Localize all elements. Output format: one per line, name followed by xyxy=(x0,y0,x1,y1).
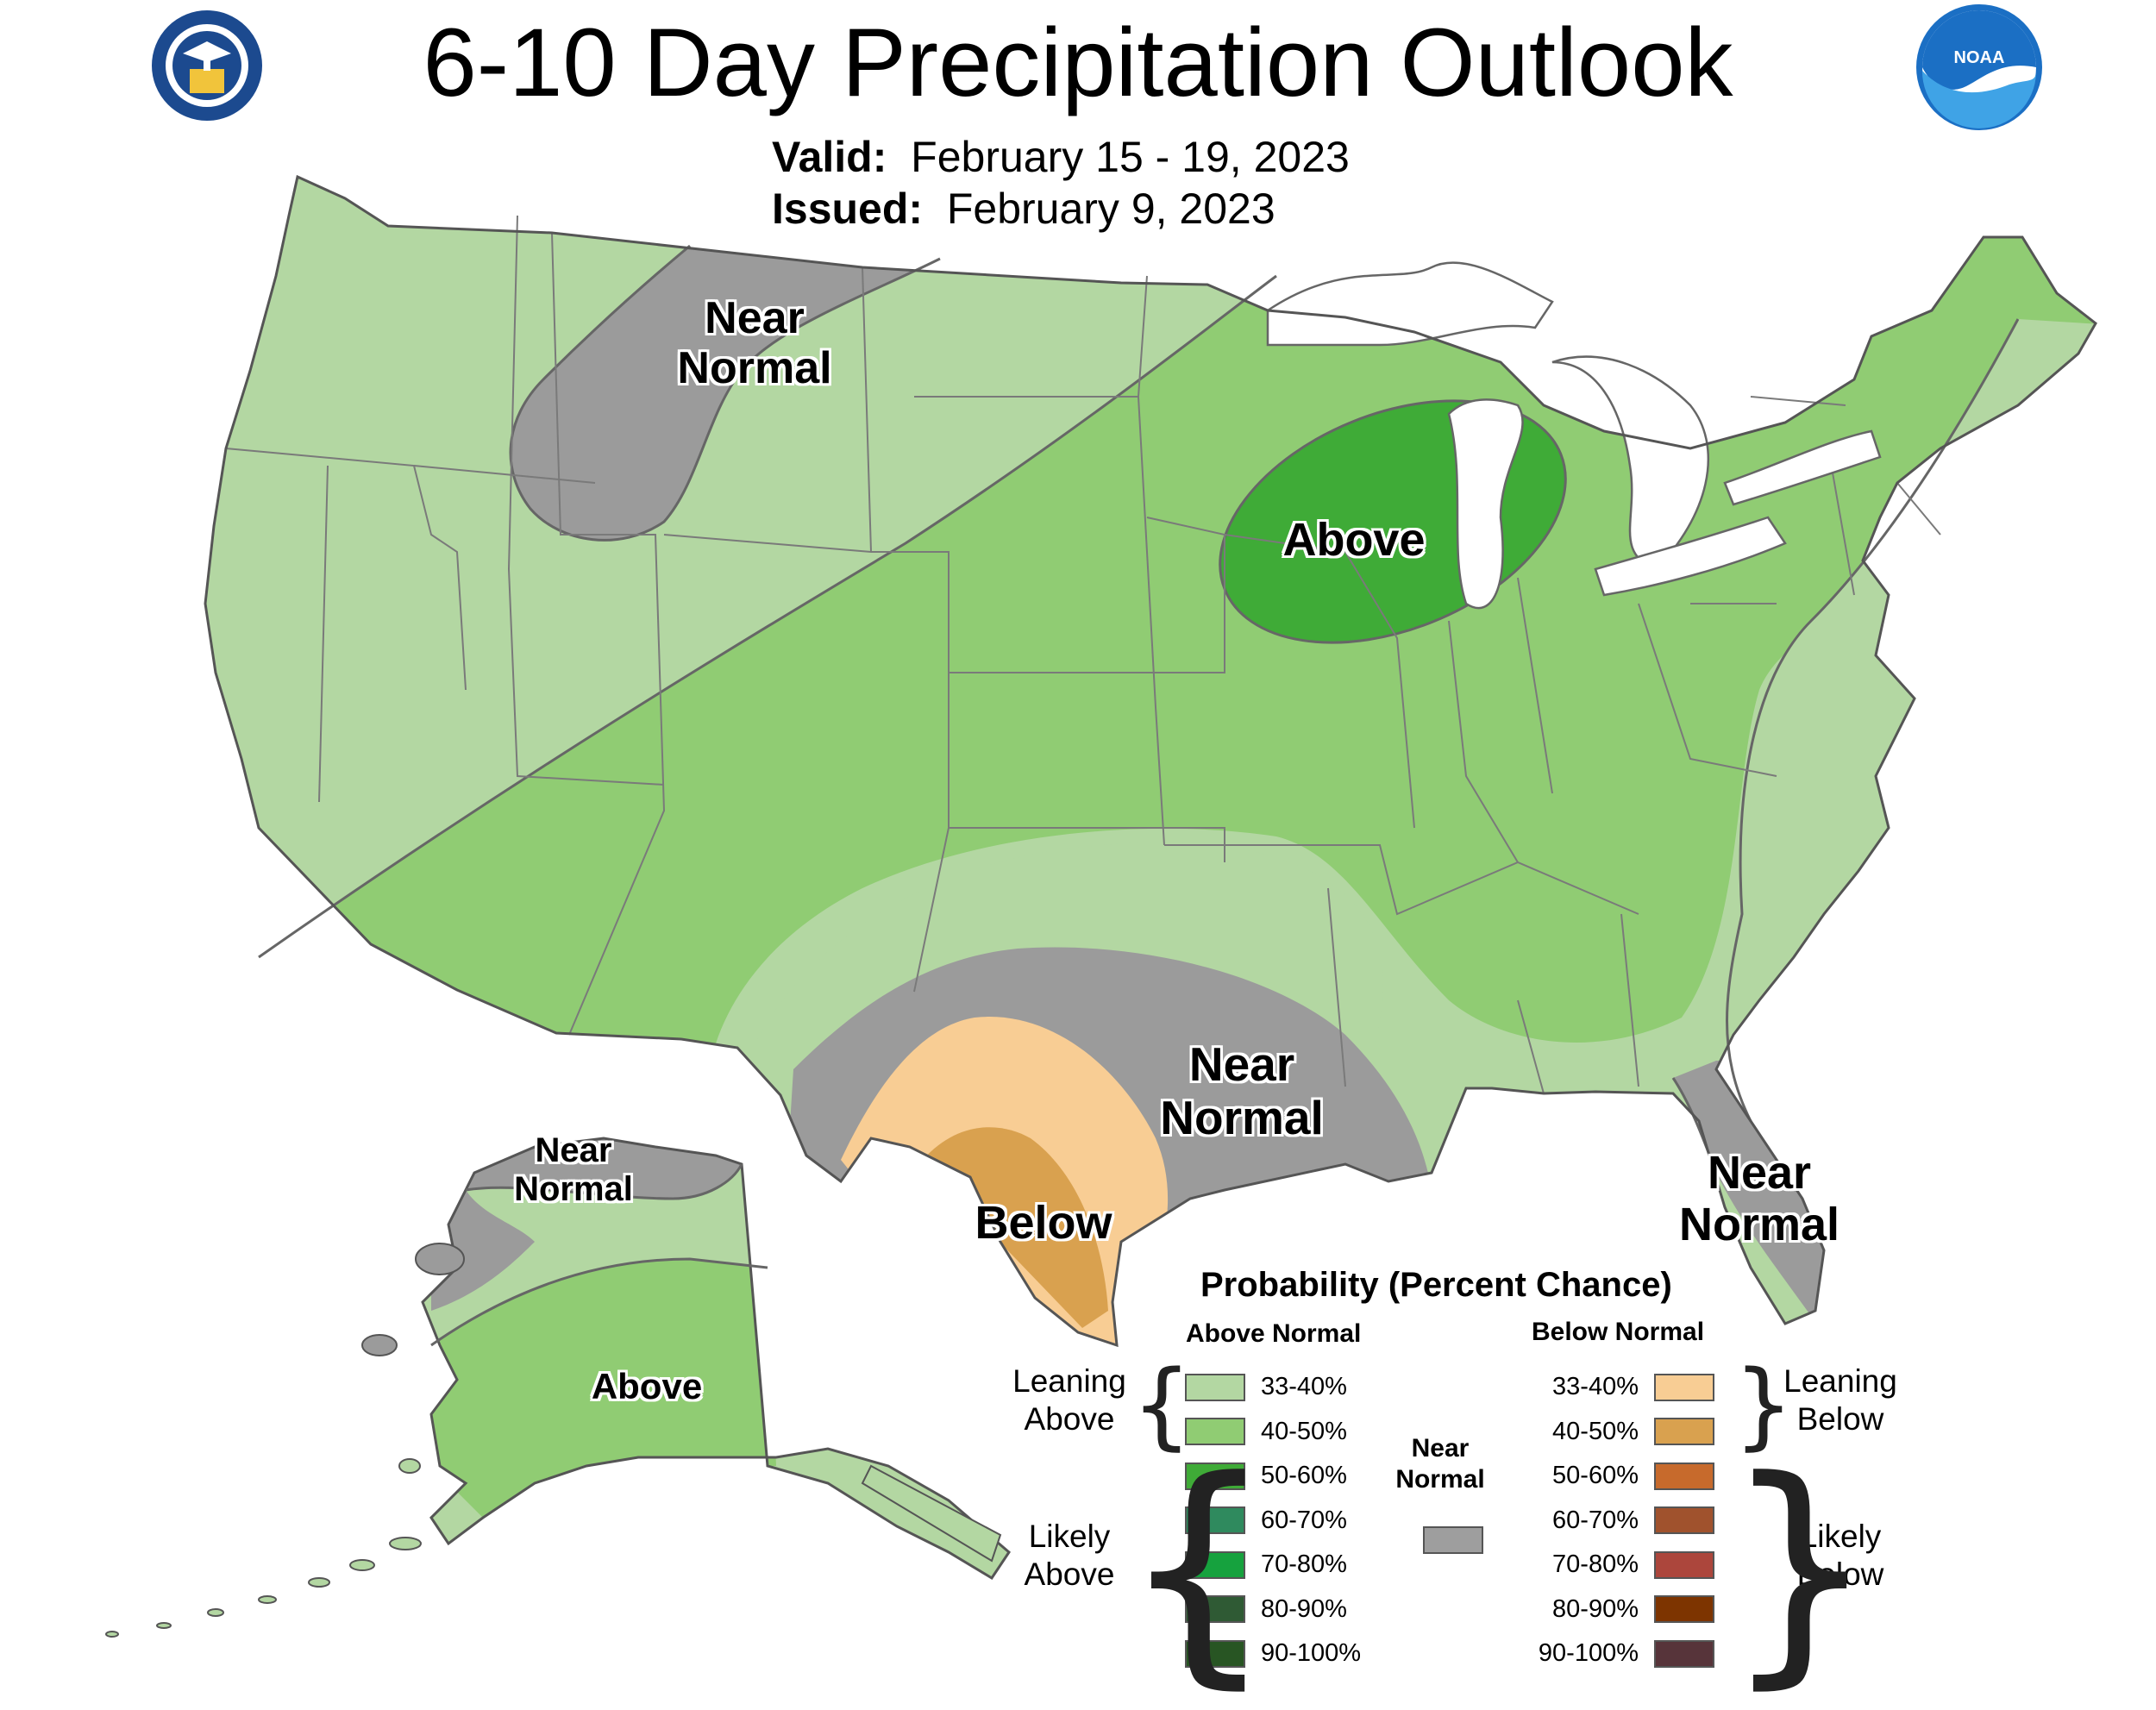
legend-below-swatch xyxy=(1654,1462,1714,1490)
legend-below-row: 50-60% xyxy=(1526,1454,1714,1499)
legend-above-row: 33-40% xyxy=(1185,1365,1361,1410)
leaning-below-label: Leaning Below xyxy=(1783,1363,1897,1437)
legend-above-row: 90-100% xyxy=(1185,1632,1361,1676)
legend-above-percent: 70-80% xyxy=(1261,1550,1347,1579)
legend-below-row: 90-100% xyxy=(1526,1632,1714,1676)
legend-below-row: 33-40% xyxy=(1526,1365,1714,1410)
legend-above-percent: 33-40% xyxy=(1261,1373,1347,1401)
alaska-near-normal-label: Near Normal xyxy=(514,1131,633,1208)
legend-above-rows: 33-40% 40-50% 50-60% 60-70% 70-80% 80-90% 90-1… xyxy=(1185,1365,1361,1676)
doc-seal-graphic xyxy=(148,7,266,124)
legend-below-percent: 60-70% xyxy=(1552,1506,1639,1534)
legend-above-percent: 80-90% xyxy=(1261,1594,1347,1623)
legend-below-swatch xyxy=(1654,1418,1714,1446)
valid-label: Valid: xyxy=(772,133,887,181)
valid-value: February 15 - 19, 2023 xyxy=(911,133,1350,181)
legend-below-swatch xyxy=(1654,1550,1714,1579)
texas-below-label: Below xyxy=(975,1197,1112,1249)
legend-above-row: 60-70% xyxy=(1185,1499,1361,1544)
noaa-logo-text: NOAA xyxy=(1953,48,2005,67)
legend-below-percent: 80-90% xyxy=(1552,1594,1639,1623)
legend-above-swatch xyxy=(1185,1506,1245,1535)
midwest-above-label: Above xyxy=(1282,514,1426,566)
likely-above-label: Likely Above xyxy=(1024,1519,1115,1592)
legend-below-row: 60-70% xyxy=(1526,1499,1714,1544)
legend-title: Probability (Percent Chance) xyxy=(1200,1266,1672,1304)
legend-below-swatch xyxy=(1654,1595,1714,1624)
likely-below-label: Likely Below xyxy=(1796,1519,1884,1592)
likely-above-brace: { xyxy=(1121,1429,1275,1710)
legend-above-row: 40-50% xyxy=(1185,1410,1361,1455)
nw-near-normal-label: Near Normal xyxy=(677,293,832,394)
legend-below-percent: 70-80% xyxy=(1552,1550,1639,1579)
legend-near-header: Near Normal xyxy=(1395,1434,1485,1494)
page-title: 6-10 Day Precipitation Outlook xyxy=(423,9,1733,116)
legend-below-percent: 40-50% xyxy=(1552,1417,1639,1445)
legend-above-row: 70-80% xyxy=(1185,1543,1361,1588)
issued-date: Issued: February 9, 2023 xyxy=(772,183,1275,235)
legend-below-swatch xyxy=(1654,1639,1714,1668)
noaa-logo-graphic xyxy=(1916,4,2042,130)
legend-above-swatch xyxy=(1185,1418,1245,1446)
precipitation-map xyxy=(105,4,2097,1638)
legend-above-swatch xyxy=(1185,1595,1245,1624)
legend-above-swatch xyxy=(1185,1462,1245,1490)
legend-below-swatch xyxy=(1654,1506,1714,1535)
legend-below-percent: 90-100% xyxy=(1538,1639,1639,1668)
legend-above-header: Above Normal xyxy=(1186,1319,1362,1348)
legend-above-swatch xyxy=(1185,1373,1245,1401)
legend-above-percent: 40-50% xyxy=(1261,1417,1347,1445)
issued-label: Issued: xyxy=(772,185,924,233)
legend-above-percent: 50-60% xyxy=(1261,1462,1347,1490)
legend-below-row: 80-90% xyxy=(1526,1588,1714,1632)
legend-below-row: 40-50% xyxy=(1526,1410,1714,1455)
leaning-above-label: Leaning Above xyxy=(1012,1363,1126,1437)
florida-near-normal-label: Near Normal xyxy=(1678,1147,1840,1251)
leaning-above-brace: { xyxy=(1131,1350,1192,1460)
legend-above-percent: 60-70% xyxy=(1261,1506,1347,1534)
leaning-below-brace: } xyxy=(1733,1350,1794,1460)
issued-value: February 9, 2023 xyxy=(946,185,1275,233)
legend-near-normal-swatch xyxy=(1423,1526,1483,1554)
legend-below-row: 70-80% xyxy=(1526,1543,1714,1588)
legend-above-percent: 90-100% xyxy=(1261,1639,1362,1668)
legend-below-percent: 50-60% xyxy=(1552,1462,1639,1490)
valid-dates: Valid: February 15 - 19, 2023 xyxy=(772,131,1350,183)
legend-below-header: Below Normal xyxy=(1532,1318,1705,1346)
texas-near-normal-label: Near Normal xyxy=(1160,1037,1324,1144)
legend-above-swatch xyxy=(1185,1550,1245,1579)
likely-below-brace: } xyxy=(1723,1429,1877,1710)
legend-above-row: 80-90% xyxy=(1185,1588,1361,1632)
alaska-above-label: Above xyxy=(591,1366,703,1406)
legend-below-swatch xyxy=(1654,1373,1714,1401)
legend-below-rows: 33-40% 40-50% 50-60% 60-70% 70-80% 80-90% 90-1… xyxy=(1526,1365,1714,1676)
legend-above-row: 50-60% xyxy=(1185,1454,1361,1499)
legend-below-percent: 33-40% xyxy=(1552,1373,1639,1401)
